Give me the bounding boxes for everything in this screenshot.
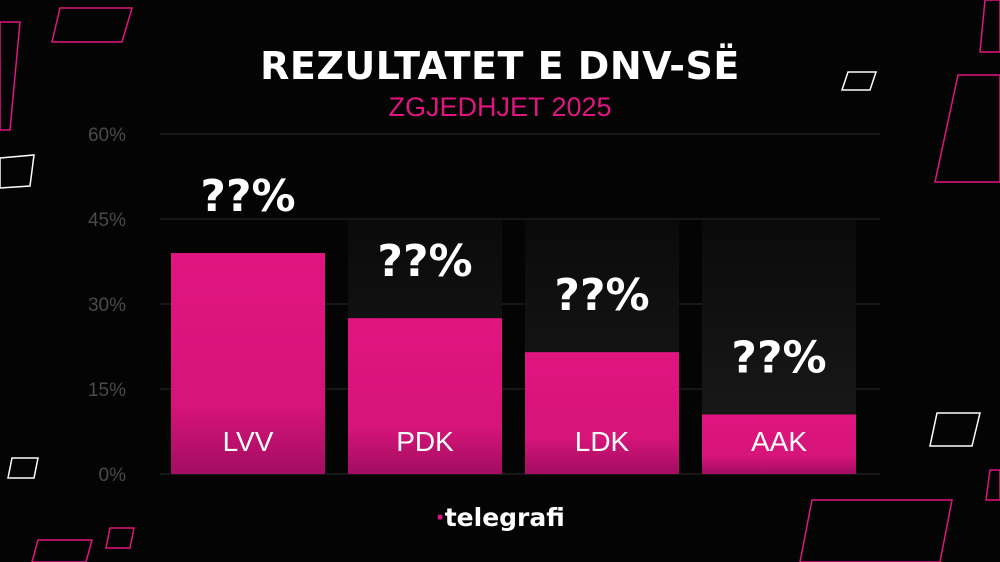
deco-shape-left-white	[0, 154, 35, 189]
deco-shape-left-bottom	[31, 539, 93, 562]
category-label: LDK	[575, 426, 630, 457]
deco-shape-right-large	[934, 74, 1000, 183]
data-label: ??%	[731, 333, 826, 384]
brand-logo: ·telegrafi	[0, 503, 1000, 532]
deco-shape-top-left-2	[51, 7, 134, 43]
deco-shape-right-bottom	[985, 469, 1000, 501]
deco-shape-left-bottom-2	[105, 527, 135, 549]
brand-dot-icon: ·	[435, 503, 445, 532]
deco-shape-right-white	[840, 71, 878, 91]
chart-title: REZULTATET E DNV-SË	[260, 44, 740, 88]
bar	[171, 253, 325, 474]
deco-shape-right-white-2	[929, 412, 981, 447]
category-label: PDK	[396, 426, 454, 457]
bar	[702, 414, 856, 474]
chart-subtitle: ZGJEDHJET 2025	[388, 92, 612, 122]
brand-name: telegrafi	[444, 503, 565, 532]
y-tick-label: 0%	[99, 465, 127, 486]
deco-shape-bottom-right	[799, 499, 953, 562]
y-tick-label: 15%	[88, 380, 126, 401]
data-label: ??%	[554, 270, 649, 321]
deco-shape-top-left	[0, 21, 21, 131]
category-label: AAK	[751, 426, 807, 457]
y-tick-label: 30%	[88, 295, 126, 316]
bar	[348, 318, 502, 474]
y-tick-label: 60%	[88, 125, 126, 146]
deco-shape-left-bottom-white	[7, 457, 39, 479]
deco-shape-top-right	[979, 0, 1000, 53]
bar	[525, 352, 679, 474]
y-tick-label: 45%	[88, 210, 126, 231]
data-label: ??%	[200, 171, 295, 222]
category-label: LVV	[223, 426, 274, 457]
data-label: ??%	[377, 236, 472, 287]
